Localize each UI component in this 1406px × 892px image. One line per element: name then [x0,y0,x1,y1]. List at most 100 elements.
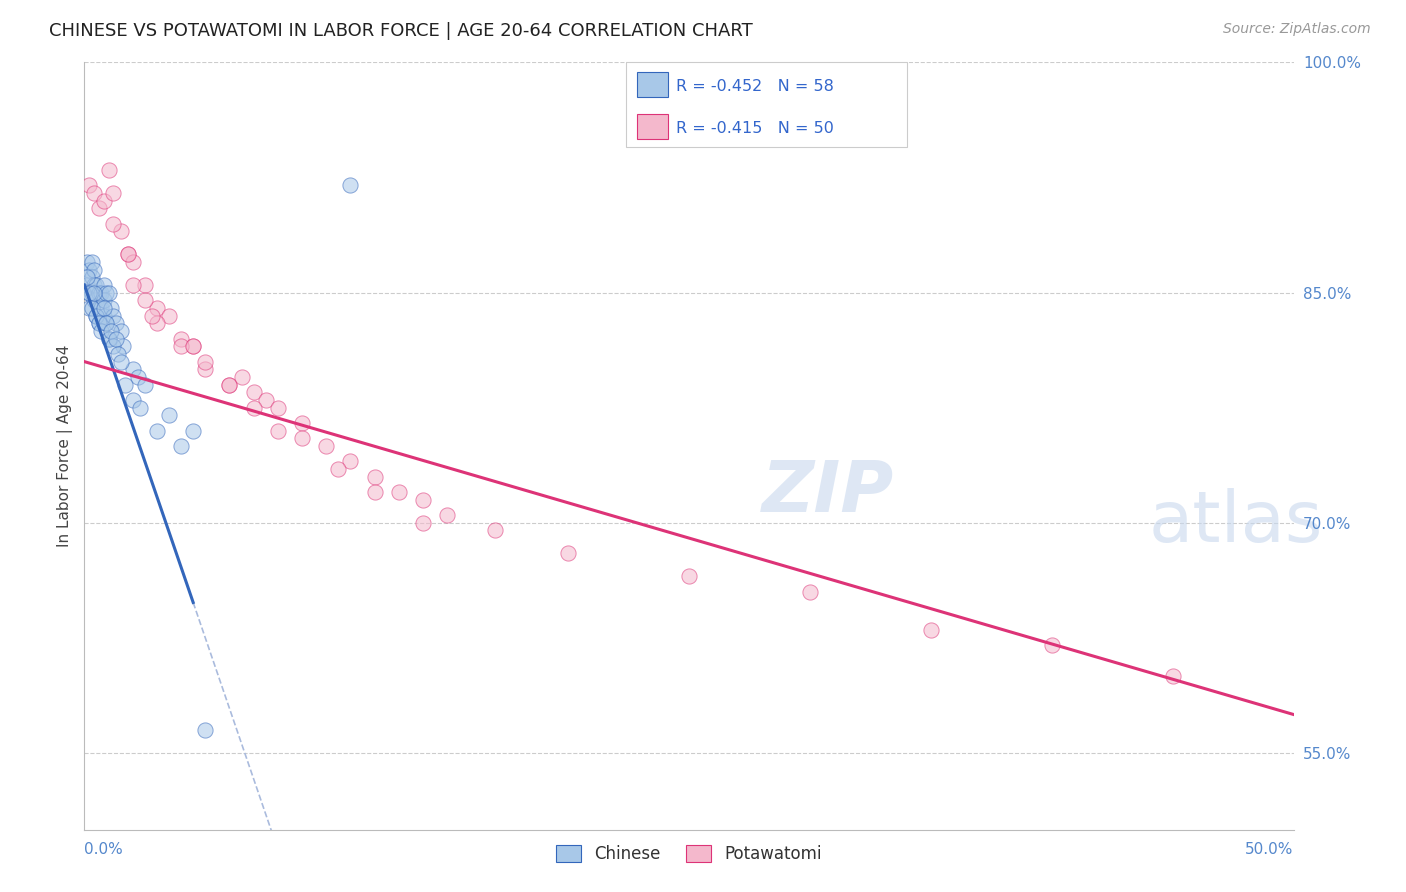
Point [93,301,115,315]
Point [110,324,132,338]
Point [77,301,100,315]
Point [181,424,204,438]
Point [87,316,110,330]
Point [80,285,103,300]
Point [90,285,112,300]
Point [436,508,458,522]
Point [112,339,135,353]
Point [181,339,204,353]
Point [412,492,434,507]
Point [87,316,110,330]
Point [107,347,129,361]
Point [76,270,98,285]
Point [86,309,108,323]
Point [83,186,105,200]
Point [1040,639,1063,653]
Point [412,516,434,530]
Point [121,362,143,376]
Point [97,285,120,300]
Point [157,309,180,323]
Point [557,546,579,560]
Point [134,293,156,308]
Point [146,316,169,330]
Point [134,277,156,292]
Text: ZIP: ZIP [762,458,894,526]
Point [86,293,108,308]
Point [146,301,169,315]
Text: Source: ZipAtlas.com: Source: ZipAtlas.com [1223,22,1371,37]
Point [100,301,122,315]
Point [97,162,120,177]
Point [267,424,290,438]
Point [254,392,277,407]
Point [170,332,193,346]
Point [93,277,115,292]
Point [90,324,112,338]
Point [103,339,125,353]
Point [1161,669,1184,683]
Point [76,277,98,292]
Point [93,309,115,323]
Point [97,332,120,346]
Point [134,377,156,392]
Point [242,401,264,415]
Point [100,324,122,338]
Point [103,186,125,200]
Point [93,194,115,208]
Point [83,277,105,292]
Point [93,293,115,308]
Point [80,270,103,285]
Point [267,401,290,415]
Point [339,454,361,468]
Point [80,255,103,269]
Point [117,247,139,261]
Point [87,301,110,315]
Point [103,309,125,323]
Point [678,569,700,583]
Point [76,255,98,269]
Point [117,247,139,261]
Point [86,309,108,323]
Point [87,201,110,215]
Point [80,301,103,315]
Point [388,485,411,500]
Point [94,316,117,330]
Point [77,285,100,300]
Point [484,524,506,538]
Point [121,277,143,292]
Point [194,723,217,737]
Point [181,339,204,353]
Text: 0.0%: 0.0% [84,842,124,857]
Point [231,370,253,384]
Point [104,332,127,346]
Point [157,409,180,423]
Point [194,354,217,368]
Text: R = -0.452   N = 58: R = -0.452 N = 58 [676,78,834,94]
Point [242,385,264,400]
Point [77,285,100,300]
Point [87,285,110,300]
Point [194,362,217,376]
Y-axis label: In Labor Force | Age 20-64: In Labor Force | Age 20-64 [58,345,73,547]
Point [328,462,350,476]
Point [129,401,152,415]
Point [114,377,136,392]
Point [146,424,169,438]
Point [83,285,105,300]
Point [110,354,132,368]
Legend: Chinese, Potawatomi: Chinese, Potawatomi [557,846,821,863]
Point [83,293,105,308]
Point [141,309,163,323]
Point [218,377,240,392]
Point [218,377,240,392]
Point [291,431,314,445]
Point [94,316,117,330]
Point [83,262,105,277]
Point [315,439,337,453]
Point [799,584,821,599]
Point [97,332,120,346]
Point [94,285,117,300]
Text: R = -0.415   N = 50: R = -0.415 N = 50 [676,121,834,136]
Point [121,255,143,269]
Text: 50.0%: 50.0% [1246,842,1294,857]
